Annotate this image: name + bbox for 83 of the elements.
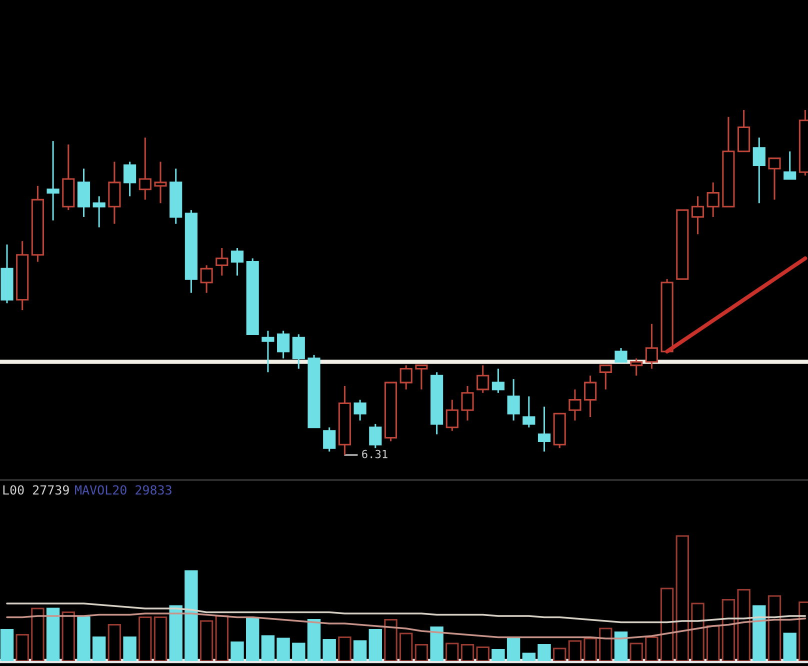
bar [384, 618, 398, 661]
bar [599, 628, 612, 661]
bar [215, 615, 228, 661]
bar [783, 632, 796, 661]
candlestick [0, 244, 14, 304]
bar [230, 641, 244, 661]
bar [506, 638, 520, 661]
bar [16, 634, 29, 661]
bar [584, 638, 597, 661]
bar [46, 608, 60, 661]
bar [292, 642, 306, 661]
candlestick [614, 347, 628, 363]
candlestick [691, 195, 704, 235]
candlestick [31, 185, 44, 263]
candlestick [722, 116, 735, 208]
candlestick [415, 364, 428, 390]
bar [630, 642, 643, 661]
bar [430, 626, 444, 661]
candlestick [768, 158, 781, 200]
candlestick [599, 364, 612, 390]
candlestick [338, 385, 351, 456]
bar [768, 595, 782, 661]
bar [169, 605, 182, 661]
bar [123, 636, 136, 661]
bar [261, 635, 275, 661]
candlestick [538, 406, 551, 452]
bar [676, 535, 689, 661]
candlestick [738, 109, 750, 152]
bar [722, 598, 736, 661]
bar [154, 616, 168, 661]
bar [368, 628, 382, 661]
text: L00 27739 [3, 485, 69, 495]
bar [492, 648, 505, 661]
candlestick [784, 150, 796, 180]
bar [645, 636, 658, 661]
bar [400, 632, 413, 661]
bar [538, 644, 551, 661]
candlestick [170, 168, 182, 225]
bar [31, 608, 44, 661]
candlestick [108, 160, 121, 225]
bar [184, 570, 198, 661]
candlestick [706, 182, 720, 218]
candlestick [138, 136, 152, 200]
bar [0, 628, 14, 661]
bar [200, 620, 214, 661]
bar [706, 625, 720, 661]
candlestick [77, 168, 90, 218]
bar [62, 611, 75, 661]
bar [276, 638, 290, 661]
candlestick [216, 247, 228, 276]
candlestick [308, 354, 320, 428]
bar [338, 636, 352, 661]
candlestick [752, 136, 766, 204]
bar [446, 642, 459, 661]
bar [307, 618, 321, 661]
annotation: 6.31 [362, 450, 388, 458]
bar [353, 640, 367, 661]
bar [460, 644, 474, 661]
bar [752, 605, 766, 661]
candlestick [154, 160, 167, 204]
bar [77, 616, 90, 661]
candlestick [584, 374, 597, 418]
bar [108, 624, 122, 661]
bar [737, 588, 750, 661]
bar [138, 616, 152, 661]
candlestick [461, 385, 474, 422]
bar [476, 646, 490, 661]
bar [691, 602, 704, 661]
bar [414, 644, 428, 661]
candlestick [16, 240, 29, 311]
candlestick [46, 140, 60, 222]
bar [522, 652, 536, 661]
candlestick [676, 209, 689, 280]
bar [614, 631, 628, 661]
bar [568, 640, 582, 661]
bar [92, 636, 106, 661]
candlestick [568, 388, 582, 422]
bar [322, 638, 336, 661]
text: MAVOL20 29833 [75, 485, 172, 495]
bar [660, 588, 674, 661]
bar [553, 648, 566, 661]
candlestick [645, 323, 658, 370]
bar [246, 618, 260, 661]
